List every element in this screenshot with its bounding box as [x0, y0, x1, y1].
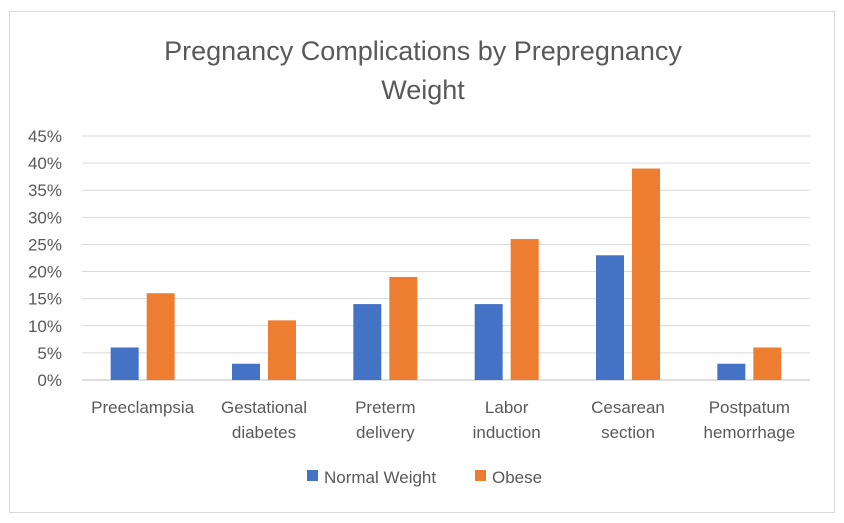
- bar-obese: [268, 320, 296, 380]
- category-label: Preeclampsia: [91, 398, 195, 417]
- category-label: Postpatum: [709, 398, 790, 417]
- y-tick-label: 15%: [28, 290, 62, 309]
- category-label: Gestational: [221, 398, 307, 417]
- bar-normal-weight: [717, 363, 746, 380]
- chart-title-line-1: Pregnancy Complications by Prepregnancy: [164, 36, 682, 66]
- bar-obese: [146, 293, 175, 380]
- category-label: diabetes: [232, 423, 296, 442]
- bar-obese: [389, 276, 418, 380]
- y-axis-ticks: 0% 5% 10% 15% 20% 25% 30% 35% 40% 45%: [28, 127, 62, 390]
- category-label: induction: [473, 423, 541, 442]
- y-tick-label: 20%: [28, 263, 62, 282]
- category-label: Labor: [485, 398, 529, 417]
- x-axis-labels: Preeclampsia Gestational diabetes Preterm de…: [91, 398, 795, 442]
- category-label: hemorrhage: [703, 423, 795, 442]
- legend-label: Normal Weight: [324, 468, 436, 487]
- y-tick-label: 40%: [28, 154, 62, 173]
- y-tick-label: 0%: [37, 371, 62, 390]
- y-tick-label: 25%: [28, 235, 62, 254]
- bar-normal-weight: [110, 347, 139, 380]
- bar-normal-weight: [353, 304, 382, 380]
- bar-obese: [510, 239, 539, 380]
- chart-title-line-2: Weight: [381, 75, 465, 105]
- y-tick-label: 30%: [28, 208, 62, 227]
- bar-obese: [632, 168, 660, 380]
- legend-label: Obese: [492, 468, 542, 487]
- chart-frame: [9, 11, 835, 513]
- y-tick-label: 35%: [28, 181, 62, 200]
- bar-normal-weight: [232, 363, 260, 380]
- category-label: Preterm: [355, 398, 415, 417]
- category-label: Cesarean: [591, 398, 665, 417]
- bars: [110, 168, 782, 380]
- y-tick-label: 45%: [28, 127, 62, 146]
- legend: Normal Weight Obese: [307, 468, 542, 487]
- category-label: delivery: [356, 423, 415, 442]
- bar-normal-weight: [596, 255, 624, 380]
- bar-obese: [753, 347, 782, 380]
- legend-swatch: [475, 470, 486, 481]
- y-tick-label: 10%: [28, 317, 62, 336]
- category-label: section: [601, 423, 655, 442]
- legend-swatch: [307, 470, 318, 481]
- bar-normal-weight: [474, 304, 503, 380]
- gridlines: [82, 135, 810, 381]
- y-tick-label: 5%: [37, 344, 62, 363]
